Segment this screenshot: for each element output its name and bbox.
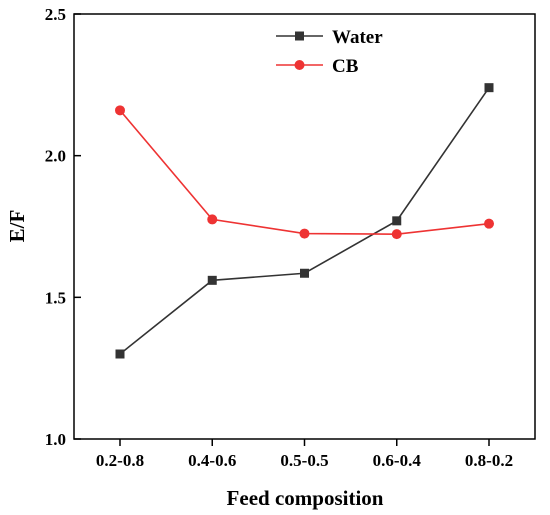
water-point <box>392 216 402 226</box>
x-tick-label: 0.4-0.6 <box>188 451 236 470</box>
legend-water-label: Water <box>332 27 383 48</box>
legend-cb-label: CB <box>332 56 359 77</box>
series-layer <box>115 83 494 359</box>
x-tick-label: 0.6-0.4 <box>373 451 422 470</box>
cb-point <box>391 229 402 240</box>
cb-point <box>115 105 125 116</box>
cb-point <box>299 228 310 239</box>
x-tick-label: 0.2-0.8 <box>96 451 144 470</box>
x-tick-label: 0.8-0.2 <box>465 451 513 470</box>
water-point <box>300 268 309 278</box>
y-tick-label: 2.0 <box>45 147 66 166</box>
cb-point <box>207 214 218 225</box>
legend-water-marker <box>295 31 304 41</box>
cb-series-line <box>119 109 490 235</box>
legend: Water CB <box>276 27 383 77</box>
legend-cb-marker <box>294 60 305 70</box>
cb-point <box>484 218 494 229</box>
y-axis-ticks: 1.0 1.5 2.0 2.5 <box>45 5 81 449</box>
water-point <box>484 83 494 93</box>
x-tick-label: 0.5-0.5 <box>280 451 328 470</box>
water-point <box>207 275 217 285</box>
y-tick-label: 1.5 <box>45 288 66 307</box>
water-point <box>115 349 125 359</box>
water-series-line <box>119 87 490 355</box>
x-axis-title: Feed composition <box>227 486 384 510</box>
y-axis-title: E/F <box>5 210 29 243</box>
x-axis-ticks: 0.2-0.8 0.4-0.6 0.5-0.5 0.6-0.4 0.8-0.2 <box>96 439 513 470</box>
y-tick-label: 1.0 <box>45 430 66 449</box>
y-tick-label: 2.5 <box>45 5 66 24</box>
